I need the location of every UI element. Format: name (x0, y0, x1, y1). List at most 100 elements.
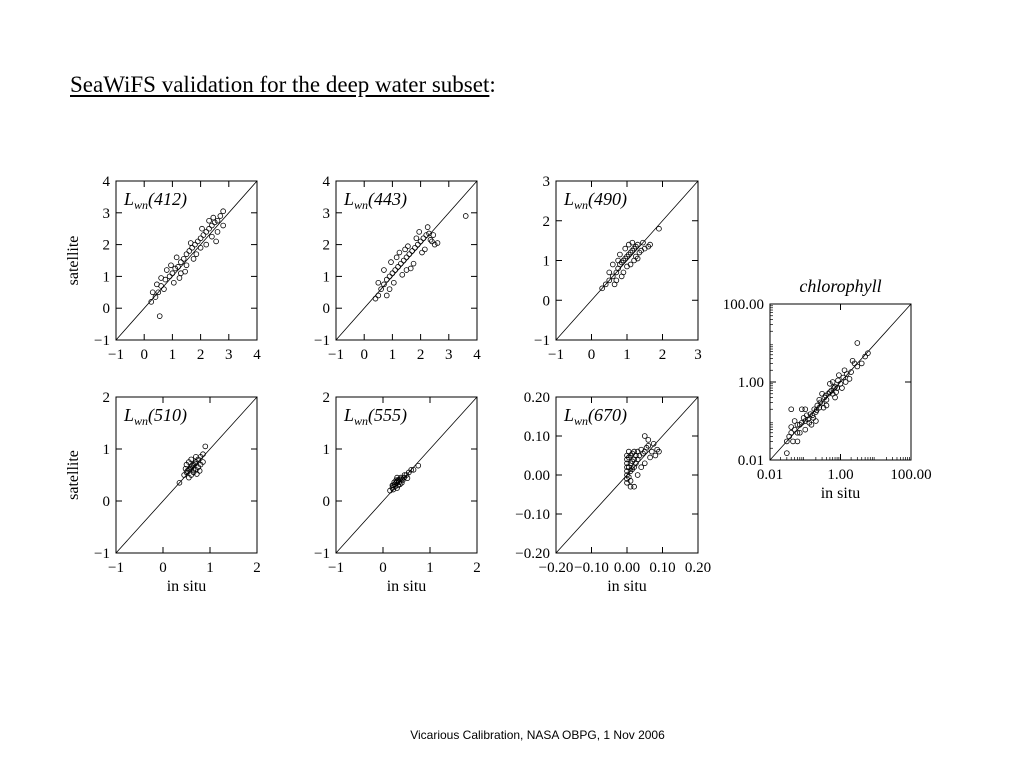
x-axis-label: in situ (821, 485, 861, 502)
data-point (203, 241, 210, 248)
data-point (839, 385, 845, 391)
panel-title: Lwn(412) (123, 189, 187, 212)
data-point (220, 208, 226, 215)
y-tick-label: −1 (94, 546, 110, 562)
data-point (392, 267, 399, 273)
data-point (154, 281, 160, 288)
data-point (627, 478, 634, 484)
plot-frame (335, 396, 478, 554)
data-point (206, 217, 212, 224)
panel-title: Lwn(490) (563, 189, 627, 212)
data-point (615, 257, 621, 264)
y-tick-label: 1 (103, 269, 111, 285)
y-tick-label: 2 (323, 238, 331, 254)
data-point (396, 249, 403, 256)
data-point (854, 340, 861, 346)
slide-title: SeaWiFS validation for the deep water su… (70, 72, 496, 98)
data-point (182, 465, 189, 472)
data-point (189, 244, 195, 251)
data-point (405, 243, 411, 249)
data-point (629, 239, 636, 246)
data-point (820, 404, 827, 411)
panel-title-symbol: L (123, 405, 134, 425)
panel-title-subscript: wn (134, 414, 148, 428)
data-point (606, 277, 613, 284)
x-tick-label: 4 (253, 347, 261, 363)
x-tick-label: 0.00 (614, 560, 640, 576)
data-point (429, 238, 435, 245)
data-point (381, 281, 387, 288)
data-point (163, 267, 170, 273)
data-point (841, 367, 848, 374)
data-point (865, 350, 871, 356)
data-point (200, 459, 206, 465)
data-point (656, 448, 662, 455)
data-point (422, 246, 428, 253)
data-point (190, 256, 197, 262)
data-point (832, 394, 838, 401)
data-point (209, 233, 215, 240)
panel-title: Lwn(555) (343, 405, 407, 428)
data-point (609, 261, 616, 268)
x-tick-label: 0.01 (757, 467, 783, 483)
panel-title-symbol: L (123, 189, 134, 209)
data-point (641, 460, 648, 467)
x-tick-label: 100.00 (890, 467, 931, 483)
data-point (186, 474, 192, 481)
data-point (214, 217, 221, 224)
panel-title-band: (510) (148, 405, 187, 426)
data-point (602, 281, 609, 288)
x-axis-label: in situ (167, 578, 207, 595)
data-point (813, 418, 819, 424)
data-point (194, 238, 201, 245)
x-tick-label: 3 (445, 347, 453, 363)
data-point (809, 412, 816, 419)
data-point (827, 389, 833, 395)
x-tick-label: 1 (389, 347, 397, 363)
panel-title-band: (443) (368, 189, 407, 210)
y-tick-label: −0.10 (515, 507, 550, 523)
panel-title: Lwn(510) (123, 405, 187, 428)
data-point (390, 486, 397, 493)
data-point (829, 379, 836, 385)
data-point (386, 286, 393, 292)
data-point (816, 396, 823, 403)
data-point (647, 241, 653, 248)
data-point (217, 213, 224, 219)
x-tick-label: 0 (159, 560, 167, 576)
data-point (404, 475, 411, 481)
y-tick-label: 2 (543, 214, 551, 230)
data-point (656, 225, 662, 232)
data-point (417, 238, 424, 245)
data-point (408, 466, 415, 473)
data-point (161, 286, 167, 292)
panel-title-band: (412) (148, 189, 187, 210)
data-point (794, 429, 801, 436)
data-point (401, 472, 408, 478)
data-point (618, 273, 625, 280)
y-tick-label: 1 (323, 269, 331, 285)
x-tick-label: −1 (108, 347, 124, 363)
x-tick-label: 2 (417, 347, 425, 363)
data-point (606, 269, 613, 276)
panel-title-band: (670) (588, 405, 627, 426)
data-point (599, 285, 605, 292)
data-point (410, 466, 417, 473)
data-point (393, 254, 400, 261)
data-point (188, 456, 195, 463)
data-point (220, 222, 226, 229)
x-tick-label: 2 (473, 560, 481, 576)
y-tick-label: 0 (103, 494, 111, 510)
y-tick-label: 3 (543, 174, 551, 190)
data-point (854, 363, 861, 370)
data-point (431, 241, 438, 248)
data-point (423, 232, 430, 238)
data-point (149, 289, 156, 296)
data-point (414, 241, 421, 248)
data-point (400, 257, 407, 264)
data-point (156, 313, 163, 319)
